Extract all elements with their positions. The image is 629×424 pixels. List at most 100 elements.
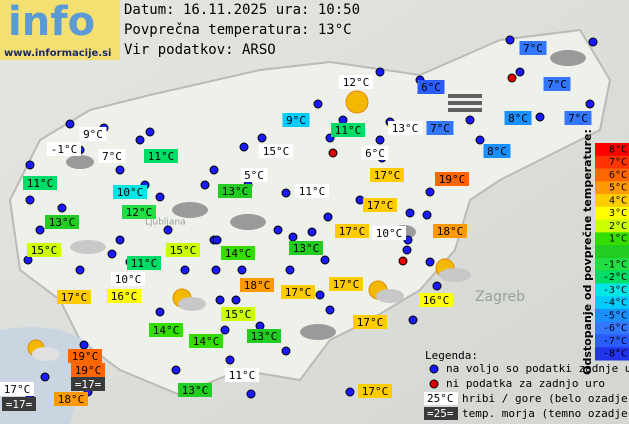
legend-text: hribi / gore (belo ozadje) (462, 392, 629, 405)
site-url: www.informacije.si (4, 48, 112, 59)
temperature-label: 13°C (182, 384, 209, 397)
station-dot (171, 365, 181, 375)
label-box (113, 185, 147, 199)
station-dot (422, 210, 432, 220)
temperature-label: 11°C (335, 124, 362, 137)
label-box (433, 224, 467, 238)
colorbar-cell (595, 181, 629, 195)
fog-icon (448, 94, 482, 112)
temperature-label: 14°C (193, 335, 220, 348)
label-box (247, 329, 281, 343)
station-dot (325, 305, 335, 315)
temperature-label: 19°C (75, 364, 102, 377)
station-dot (200, 180, 210, 190)
station-dot (585, 99, 595, 109)
colorbar-label: 3°C (609, 208, 627, 219)
temperature-label: 7°C (568, 112, 588, 125)
temperature-label: 16°C (423, 294, 450, 307)
temperature-label: 13°C (293, 242, 320, 255)
colorbar-cell (595, 270, 629, 284)
station-dot (425, 187, 435, 197)
colorbar-label: -6°C (603, 323, 627, 334)
label-box (144, 149, 178, 163)
station-dot (212, 235, 222, 245)
colorbar-cell (595, 168, 629, 182)
temperature-label: 11°C (131, 257, 158, 270)
station-dot (338, 115, 348, 125)
colorbar-cell (595, 308, 629, 323)
temperature-label: 10°C (376, 227, 403, 240)
station-dot (231, 295, 241, 305)
colorbar-label: -4°C (603, 298, 627, 309)
temperature-label: =17= (6, 398, 33, 411)
label-box (71, 377, 105, 391)
temperature-label: 15°C (263, 145, 290, 158)
station-dot (145, 127, 155, 137)
label-box (417, 80, 445, 94)
temperature-label: 17°C (333, 278, 360, 291)
label-box (107, 289, 141, 303)
legend-swatch (424, 407, 458, 420)
station-dot (281, 346, 291, 356)
colorbar-cell (595, 143, 629, 157)
missing-dot (398, 256, 408, 266)
station-dot (25, 195, 35, 205)
temperature-label: 18°C (244, 279, 271, 292)
colorbar-cell (595, 321, 629, 335)
colorbar-cell (595, 194, 629, 208)
colorbar-label: -2°C (603, 272, 627, 283)
colorbar-title: Odstopanje od povprečne temperature: (581, 129, 594, 375)
temperature-label: -1°C (51, 143, 78, 156)
temperature-label: 8°C (508, 112, 528, 125)
station-dot (315, 290, 325, 300)
label-box (281, 285, 315, 299)
station-dot (405, 208, 415, 218)
colorbar-cell (595, 232, 629, 246)
label-box (358, 384, 392, 398)
station-dot (237, 265, 247, 275)
temperature-label: 17°C (339, 225, 366, 238)
station-dot (115, 165, 125, 175)
station-dot (257, 133, 267, 143)
label-box (339, 75, 373, 89)
station-dot (246, 389, 256, 399)
station-dot (323, 212, 333, 222)
colorbar-label: -1°C (603, 259, 627, 270)
label-box (79, 127, 107, 141)
temperature-label: 11°C (148, 150, 175, 163)
station-dot (402, 245, 412, 255)
label-box (519, 41, 547, 55)
label-box (45, 215, 79, 229)
station-dot (515, 67, 525, 77)
label-box (71, 363, 105, 377)
temperature-label: 13°C (49, 216, 76, 229)
temperature-label: 6°C (421, 81, 441, 94)
station-dot (79, 340, 89, 350)
station-dot (288, 232, 298, 242)
colorbar-cell (595, 257, 629, 272)
station-dot (135, 135, 145, 145)
temperature-label: 10°C (115, 273, 142, 286)
legend-swatch (424, 392, 458, 405)
colorbar-label: 8°C (609, 144, 627, 155)
station-dot (25, 160, 35, 170)
label-box (27, 243, 61, 257)
colorbar-cell (595, 219, 629, 233)
station-dot (273, 225, 283, 235)
station-dot (425, 257, 435, 267)
station-dot (215, 295, 225, 305)
temperature-label: 19°C (439, 173, 466, 186)
station-dot (465, 115, 475, 125)
station-dot (375, 67, 385, 77)
temperature-label: 12°C (343, 76, 370, 89)
temperature-label: 7°C (547, 78, 567, 91)
temperature-label: 18°C (437, 225, 464, 238)
colorbar-label: 7°C (609, 157, 627, 168)
temperature-label: 17°C (61, 291, 88, 304)
station-dot (255, 321, 265, 331)
legend-sample: =25= (427, 407, 454, 420)
label-box (218, 184, 252, 198)
colorbar-label: 2°C (609, 221, 627, 232)
station-dot (115, 235, 125, 245)
colorbar-cell (595, 283, 629, 297)
